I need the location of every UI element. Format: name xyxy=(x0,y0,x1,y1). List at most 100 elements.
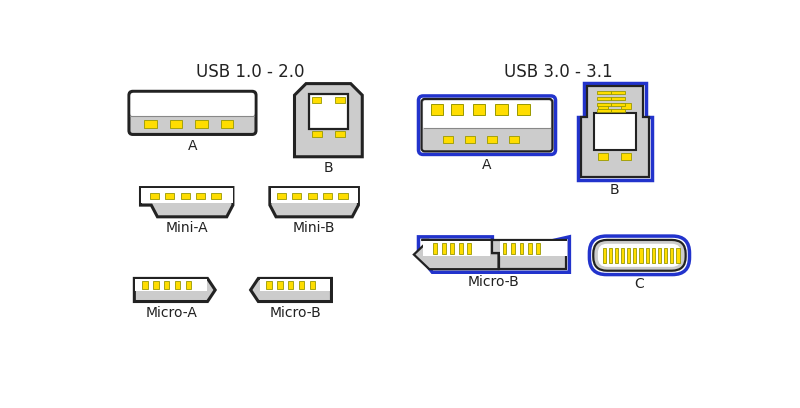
Text: Micro-B: Micro-B xyxy=(270,306,322,320)
Bar xyxy=(142,281,148,289)
Text: B: B xyxy=(323,162,333,175)
FancyBboxPatch shape xyxy=(129,91,256,134)
Text: Micro-A: Micro-A xyxy=(146,306,198,320)
Text: B: B xyxy=(610,183,620,197)
Bar xyxy=(677,248,679,263)
Bar xyxy=(144,120,157,128)
FancyBboxPatch shape xyxy=(423,100,551,129)
Polygon shape xyxy=(141,188,233,217)
Bar xyxy=(450,104,463,115)
Text: Mini-A: Mini-A xyxy=(166,222,208,235)
Bar xyxy=(442,136,453,143)
Bar xyxy=(502,243,506,253)
Bar xyxy=(181,193,190,199)
Bar xyxy=(511,243,515,253)
Polygon shape xyxy=(294,84,362,157)
Bar xyxy=(154,281,158,289)
Text: C: C xyxy=(634,277,644,291)
Polygon shape xyxy=(581,86,649,177)
Bar xyxy=(597,91,611,93)
Bar xyxy=(465,136,475,143)
Bar xyxy=(211,193,221,199)
Bar xyxy=(164,281,170,289)
Bar xyxy=(537,243,540,253)
Polygon shape xyxy=(492,240,566,269)
Bar xyxy=(270,188,358,203)
Text: A: A xyxy=(482,157,492,171)
Bar xyxy=(597,109,611,112)
Polygon shape xyxy=(250,278,331,302)
Bar xyxy=(634,248,636,263)
Bar xyxy=(609,248,612,263)
Bar xyxy=(335,131,345,137)
Bar xyxy=(277,193,286,199)
FancyBboxPatch shape xyxy=(594,240,686,271)
Bar xyxy=(598,103,608,109)
Bar xyxy=(174,281,180,289)
Bar xyxy=(195,120,207,128)
Bar xyxy=(652,248,655,263)
Bar xyxy=(639,248,642,263)
Text: USB 3.0 - 3.1: USB 3.0 - 3.1 xyxy=(504,63,613,81)
Bar xyxy=(450,243,454,253)
Polygon shape xyxy=(414,240,498,269)
FancyBboxPatch shape xyxy=(598,244,681,267)
Bar xyxy=(597,97,611,100)
Bar xyxy=(487,136,498,143)
Bar xyxy=(221,120,233,128)
Bar xyxy=(277,281,282,289)
Bar xyxy=(670,248,674,263)
Polygon shape xyxy=(270,188,358,217)
Bar xyxy=(434,243,438,253)
Bar xyxy=(186,281,191,289)
Bar xyxy=(646,248,649,263)
Bar xyxy=(495,104,507,115)
Bar xyxy=(611,103,625,106)
Bar xyxy=(150,193,159,199)
Bar xyxy=(622,153,631,160)
Bar xyxy=(528,243,532,253)
FancyBboxPatch shape xyxy=(422,99,553,151)
Bar xyxy=(312,98,322,103)
Bar xyxy=(500,242,566,255)
Bar xyxy=(323,193,332,199)
Bar xyxy=(519,243,523,253)
Bar xyxy=(442,243,446,253)
Text: Mini-B: Mini-B xyxy=(293,222,335,235)
Bar xyxy=(309,94,348,129)
Bar xyxy=(510,136,519,143)
Bar xyxy=(135,279,206,291)
Bar xyxy=(611,97,625,100)
Bar xyxy=(615,248,618,263)
Bar xyxy=(423,242,490,255)
Bar xyxy=(288,281,294,289)
Bar xyxy=(622,103,631,109)
Bar xyxy=(260,279,330,291)
Bar xyxy=(664,248,667,263)
Bar xyxy=(611,91,625,93)
Bar xyxy=(467,243,471,253)
Bar xyxy=(298,281,304,289)
FancyBboxPatch shape xyxy=(130,93,254,117)
Bar xyxy=(312,131,322,137)
Bar xyxy=(518,104,530,115)
Bar xyxy=(627,248,630,263)
Bar xyxy=(165,193,174,199)
Bar xyxy=(597,103,611,106)
Bar xyxy=(598,153,608,160)
Bar xyxy=(170,120,182,128)
Bar xyxy=(307,193,317,199)
Bar xyxy=(335,98,345,103)
Bar xyxy=(611,109,625,112)
Bar xyxy=(266,281,272,289)
Text: Micro-B: Micro-B xyxy=(468,275,520,289)
Bar xyxy=(338,193,348,199)
Bar xyxy=(196,193,205,199)
Polygon shape xyxy=(134,278,215,302)
Bar xyxy=(658,248,661,263)
Text: USB 1.0 - 2.0: USB 1.0 - 2.0 xyxy=(196,63,305,81)
Bar xyxy=(602,248,606,263)
Bar xyxy=(473,104,486,115)
Bar xyxy=(310,281,315,289)
Bar xyxy=(431,104,443,115)
